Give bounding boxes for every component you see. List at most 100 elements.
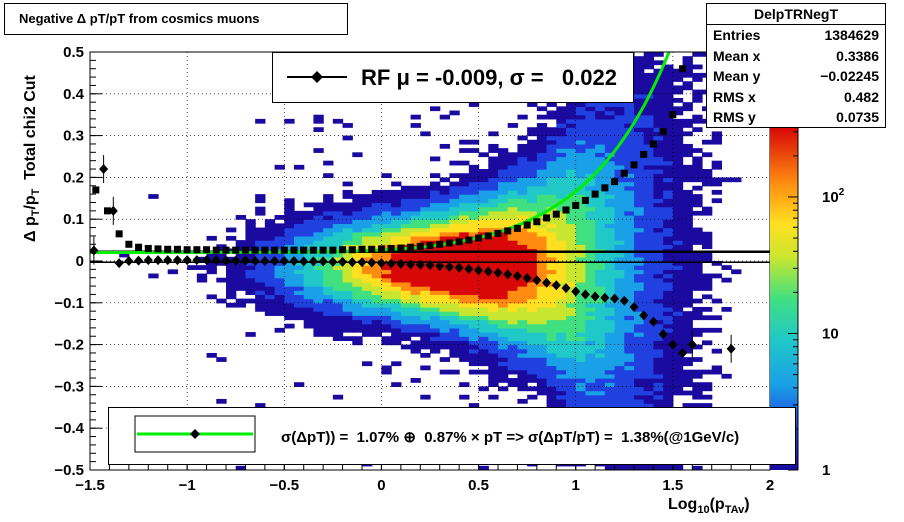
heat-cell bbox=[556, 382, 567, 387]
heat-cell bbox=[352, 294, 363, 300]
heat-cell bbox=[391, 340, 402, 346]
heat-cell bbox=[566, 269, 577, 275]
heat-cell bbox=[556, 369, 567, 375]
rms-lower-point bbox=[289, 256, 299, 266]
heat-cell bbox=[566, 302, 577, 308]
heat-cell bbox=[682, 64, 693, 70]
heat-cell bbox=[624, 102, 635, 107]
heat-cell bbox=[498, 290, 509, 296]
heat-cell bbox=[604, 311, 616, 316]
heat-cell bbox=[498, 344, 509, 350]
heat-cell bbox=[556, 340, 567, 346]
rms-lower-point bbox=[279, 256, 289, 266]
heat-cell bbox=[614, 294, 625, 300]
heat-cell bbox=[459, 215, 470, 220]
heat-cell bbox=[643, 286, 655, 291]
heat-cell bbox=[643, 348, 655, 354]
heat-cell bbox=[400, 185, 412, 191]
heat-cell bbox=[507, 189, 519, 195]
heat-cell bbox=[507, 173, 519, 178]
heat-cell bbox=[323, 281, 334, 287]
rms-upper-point bbox=[222, 246, 230, 254]
heat-cell bbox=[566, 177, 577, 183]
heat-cell bbox=[595, 290, 606, 296]
heat-cell bbox=[614, 323, 625, 329]
heat-cell bbox=[410, 332, 421, 337]
heat-cell bbox=[624, 227, 635, 233]
heat-cell bbox=[663, 315, 674, 321]
heat-cell bbox=[478, 265, 489, 270]
heat-cell bbox=[362, 332, 373, 337]
heat-cell bbox=[653, 398, 664, 404]
heat-cell bbox=[517, 311, 528, 316]
heat-cell bbox=[575, 202, 587, 208]
heat-cell bbox=[527, 386, 538, 392]
heat-cell bbox=[400, 219, 412, 224]
heat-cell bbox=[517, 143, 528, 149]
heat-cell bbox=[546, 210, 557, 216]
heat-cell bbox=[488, 382, 499, 387]
heat-cell bbox=[478, 240, 489, 245]
heat-cell bbox=[498, 319, 509, 325]
heat-cell bbox=[459, 319, 470, 325]
heat-cell bbox=[362, 235, 373, 241]
heat-cell bbox=[634, 177, 645, 183]
heat-cell bbox=[634, 373, 645, 379]
rms-lower-point bbox=[503, 269, 513, 280]
heat-cell bbox=[682, 194, 693, 199]
heat-cell bbox=[595, 185, 606, 191]
heat-cell bbox=[119, 252, 130, 258]
heat-cell bbox=[400, 189, 412, 195]
heat-cell bbox=[536, 227, 548, 233]
heat-cell bbox=[604, 189, 616, 195]
heat-cell bbox=[702, 252, 713, 258]
heat-cell bbox=[371, 286, 383, 291]
heat-cell bbox=[585, 160, 596, 166]
heat-cell bbox=[556, 215, 567, 220]
heat-cell bbox=[294, 261, 305, 266]
heat-cell bbox=[255, 269, 266, 275]
heat-cell bbox=[284, 269, 295, 275]
heat-cell bbox=[430, 344, 441, 350]
heat-cell bbox=[371, 302, 383, 308]
heat-cell bbox=[692, 127, 703, 133]
heat-cell bbox=[575, 332, 587, 337]
heat-cell bbox=[692, 160, 703, 166]
heat-cell bbox=[332, 315, 344, 321]
heat-cell bbox=[566, 231, 577, 237]
heat-cell bbox=[478, 323, 489, 329]
heat-cell bbox=[575, 365, 587, 371]
rms-upper-point bbox=[407, 243, 415, 251]
heat-cell bbox=[342, 135, 353, 141]
heat-cell bbox=[692, 185, 703, 191]
heat-cell bbox=[352, 306, 363, 312]
heat-cell bbox=[653, 189, 664, 195]
heat-cell bbox=[498, 378, 509, 383]
heat-cell bbox=[400, 319, 412, 325]
stats-label: RMS x bbox=[713, 88, 756, 105]
heat-cell bbox=[507, 344, 519, 350]
heat-cell bbox=[711, 135, 723, 141]
heat-cell bbox=[566, 118, 577, 124]
heat-cell bbox=[536, 152, 548, 158]
heat-cell bbox=[575, 403, 587, 408]
heat-cell bbox=[575, 261, 587, 266]
heat-cell bbox=[575, 215, 587, 220]
heat-cell bbox=[556, 344, 567, 350]
heat-cell bbox=[604, 344, 616, 350]
heat-cell bbox=[226, 273, 237, 279]
heat-cell bbox=[692, 311, 703, 316]
heat-cell bbox=[585, 219, 596, 224]
heat-cell bbox=[595, 240, 606, 245]
heat-cell bbox=[614, 164, 625, 170]
heat-cell bbox=[672, 189, 684, 195]
heat-cell bbox=[682, 223, 693, 229]
heat-cell bbox=[284, 306, 295, 312]
rms-lower-point bbox=[221, 255, 231, 266]
heat-cell bbox=[216, 357, 227, 362]
rms-upper-point bbox=[562, 206, 570, 214]
heat-cell bbox=[614, 206, 625, 212]
heat-cell bbox=[575, 235, 587, 241]
heat-cell bbox=[634, 148, 645, 153]
heat-cell bbox=[420, 131, 431, 137]
